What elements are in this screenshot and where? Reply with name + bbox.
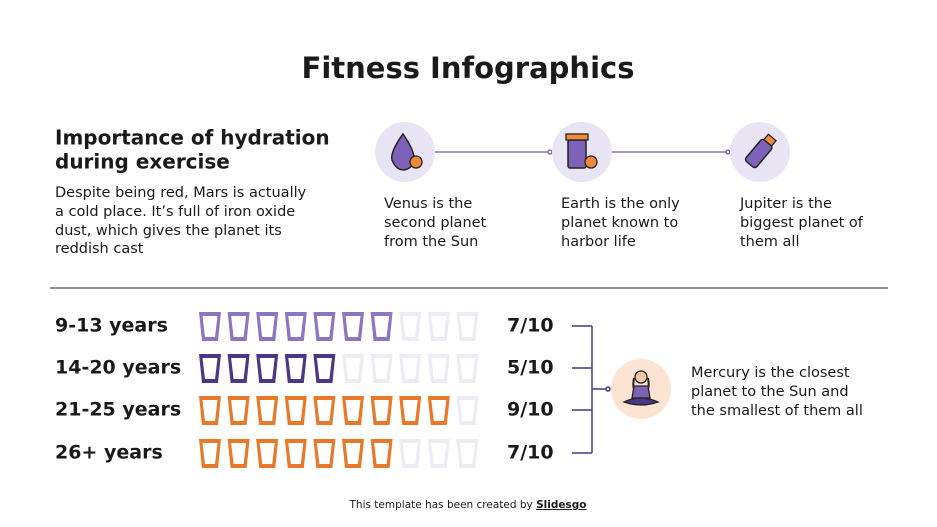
cup: [256, 439, 279, 468]
step-text: Venus is the: [384, 196, 472, 212]
cup: [227, 354, 250, 383]
step-text: harbor life: [561, 234, 636, 250]
paragraph: reddish cast: [55, 241, 144, 257]
cup: [256, 312, 279, 341]
row-label: 9-13 years: [55, 315, 168, 337]
title: Fitness Infographics: [302, 51, 635, 85]
footer: This template has been created by Slides…: [349, 499, 587, 511]
step-text: from the Sun: [384, 234, 478, 250]
cup: [456, 312, 479, 341]
cup: [342, 312, 364, 341]
cup: [313, 354, 336, 383]
cup: [399, 354, 422, 383]
cup: [342, 354, 364, 383]
icon-drop: [375, 122, 435, 182]
footer-brand[interactable]: Slidesgo: [536, 499, 586, 511]
cup: [456, 354, 479, 383]
icon-yoga: [611, 359, 671, 419]
cup: [370, 354, 393, 383]
cup: [313, 396, 336, 425]
cup: [284, 312, 307, 341]
cup: [399, 396, 422, 425]
cup: [427, 312, 450, 341]
step-text: them all: [740, 234, 799, 250]
cup: [256, 354, 279, 383]
heading: Importance of hydration: [55, 126, 330, 150]
step-text: Earth is the only: [561, 196, 680, 212]
cup: [342, 396, 364, 425]
cup: [199, 312, 221, 341]
row-score: 9/10: [507, 399, 554, 421]
bracket: [572, 325, 611, 454]
paragraph: Despite being red, Mars is actually: [55, 185, 307, 201]
cup: [342, 439, 364, 468]
row-label: 21-25 years: [55, 399, 181, 421]
cup: [199, 396, 221, 425]
step-text: Jupiter is the: [739, 196, 832, 212]
cup: [199, 439, 221, 468]
row-score: 7/10: [507, 315, 554, 337]
cup: [256, 396, 279, 425]
cup: [313, 439, 336, 468]
row-score: 5/10: [507, 357, 554, 379]
connectors: [435, 149, 731, 155]
row-score: 7/10: [507, 442, 554, 464]
cup: [284, 354, 307, 383]
step-text: planet known to: [561, 215, 678, 231]
icon-juice: [552, 122, 612, 182]
cup: [313, 312, 336, 341]
footer-text: This template has been created by: [349, 499, 537, 511]
icon-bottle: [730, 122, 790, 182]
heading: during exercise: [55, 150, 230, 174]
paragraph: a cold place. It’s full of iron oxide: [55, 204, 295, 220]
cup: [284, 396, 307, 425]
step-text: second planet: [384, 215, 487, 231]
summary: Mercury is the closest: [691, 365, 850, 381]
step-text: biggest planet of: [740, 215, 864, 231]
cup: [227, 312, 250, 341]
cup: [199, 354, 221, 383]
cup: [427, 354, 450, 383]
summary: the smallest of them all: [691, 403, 863, 419]
cup: [227, 439, 250, 468]
row-label: 26+ years: [55, 442, 163, 464]
summary: planet to the Sun and: [691, 384, 849, 400]
cup: [370, 396, 393, 425]
paragraph: dust, which gives the planet its: [55, 223, 282, 239]
cup: [227, 396, 250, 425]
cup: [370, 439, 393, 468]
row-label: 14-20 years: [55, 357, 181, 379]
cup: [456, 439, 479, 468]
cup: [399, 439, 422, 468]
cup: [456, 396, 479, 425]
cup: [427, 396, 450, 425]
cup: [284, 439, 307, 468]
cup: [427, 439, 450, 468]
cup: [370, 312, 393, 341]
cup: [399, 312, 422, 341]
